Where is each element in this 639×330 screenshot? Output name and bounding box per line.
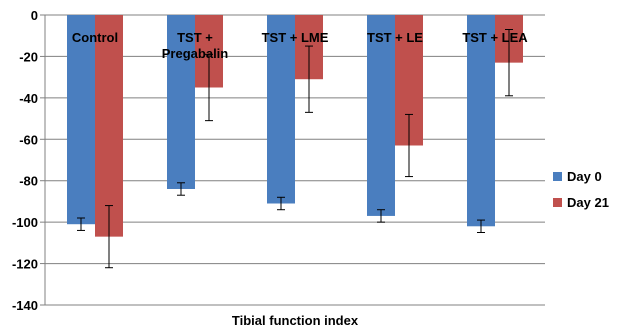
y-tick-label: -80	[19, 174, 38, 189]
x-axis-label: Tibial function index	[232, 313, 359, 328]
legend-label: Day 21	[567, 195, 609, 210]
bar-day-0	[67, 15, 95, 225]
category-label: Control	[72, 30, 118, 45]
y-tick-label: -100	[12, 215, 38, 230]
category-labels: Control TST +Pregabalin TST + LME TST + LE T…	[72, 30, 528, 61]
category-label: TST + LEA	[462, 30, 528, 45]
legend: Day 0 Day 21	[553, 169, 609, 210]
y-tick-label: -40	[19, 91, 38, 106]
bar-day-21	[95, 15, 123, 237]
y-tick-label: -120	[12, 257, 38, 272]
y-tick-label: 0	[31, 8, 38, 23]
y-axis-ticks: 0 -20 -40 -60 -80 -100 -120 -140	[12, 8, 45, 313]
bar-day-0	[267, 15, 295, 204]
legend-label: Day 0	[567, 169, 602, 184]
y-tick-label: -60	[19, 132, 38, 147]
category-label: Pregabalin	[162, 46, 229, 61]
category-label: TST + LME	[262, 30, 329, 45]
bar-day-0	[367, 15, 395, 216]
bars	[67, 15, 523, 237]
y-tick-label: -20	[19, 49, 38, 64]
error-bars	[77, 29, 513, 269]
category-label: TST + LE	[367, 30, 423, 45]
bar-day-0	[167, 15, 195, 189]
legend-swatch	[553, 172, 562, 181]
legend-swatch	[553, 198, 562, 207]
category-label: TST +	[177, 30, 213, 45]
bar-day-0	[467, 15, 495, 227]
y-tick-label: -140	[12, 298, 38, 313]
